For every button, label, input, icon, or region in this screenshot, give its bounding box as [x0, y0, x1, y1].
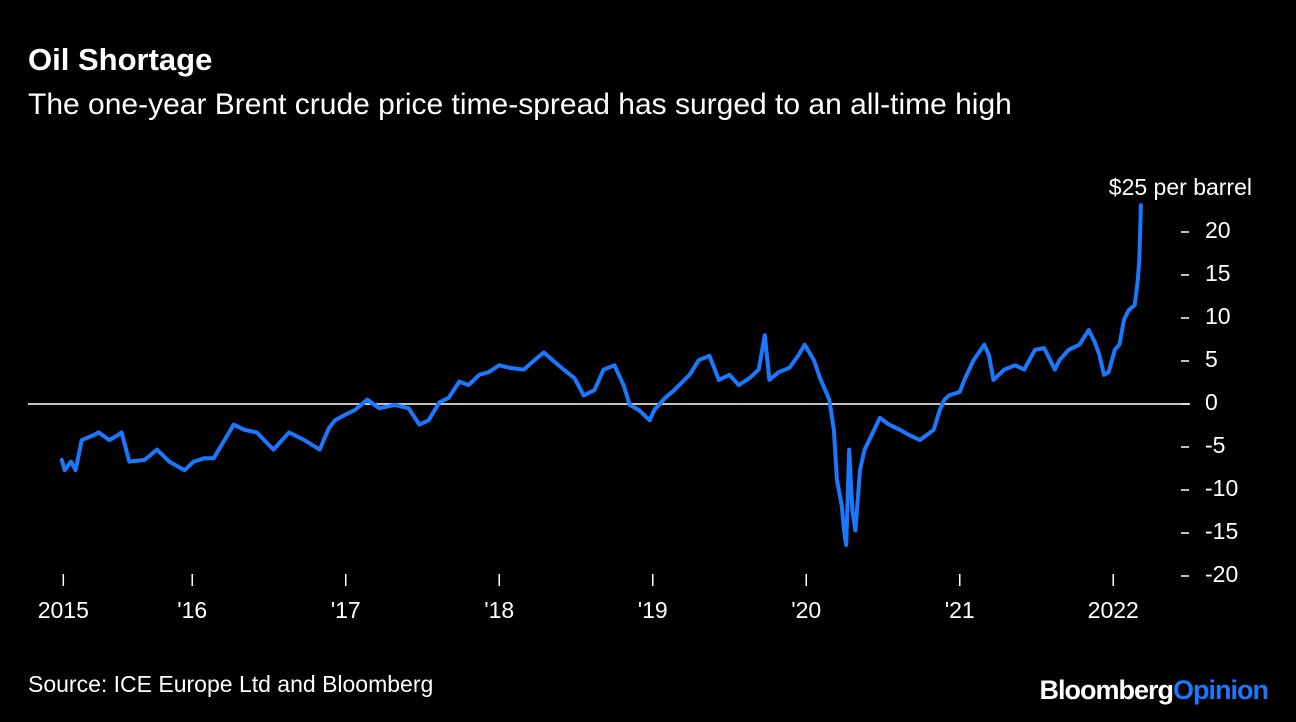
x-tick-label: '18: [484, 597, 514, 623]
x-tick-label: '21: [945, 597, 975, 623]
y-tick-label: -5: [1205, 432, 1225, 458]
x-tick-label: '19: [638, 597, 668, 623]
brand-logo: BloombergOpinion: [1040, 675, 1269, 705]
chart-subtitle: The one-year Brent crude price time-spre…: [28, 88, 1012, 121]
x-tick-label: '17: [331, 597, 361, 623]
y-tick-label: 0: [1205, 389, 1218, 415]
brand-suffix: Opinion: [1173, 675, 1268, 705]
source-note: Source: ICE Europe Ltd and Bloomberg: [28, 671, 433, 697]
y-tick-label: -20: [1205, 561, 1238, 587]
y-tick-label: -10: [1205, 475, 1238, 501]
y-tick-label: 5: [1205, 346, 1218, 372]
y-tick-label: 10: [1205, 303, 1231, 329]
x-tick-label: '20: [791, 597, 821, 623]
y-tick-label: $25 per barrel: [1109, 174, 1252, 200]
brand-name: Bloomberg: [1040, 675, 1174, 705]
y-tick-label: 15: [1205, 260, 1231, 286]
chart-title: Oil Shortage: [28, 42, 212, 77]
x-tick-label: 2015: [38, 597, 89, 623]
y-tick-label: -15: [1205, 518, 1238, 544]
x-tick-label: '16: [177, 597, 207, 623]
y-tick-label: 20: [1205, 217, 1231, 243]
x-tick-label: 2022: [1088, 597, 1139, 623]
series-line: [59, 203, 1143, 547]
